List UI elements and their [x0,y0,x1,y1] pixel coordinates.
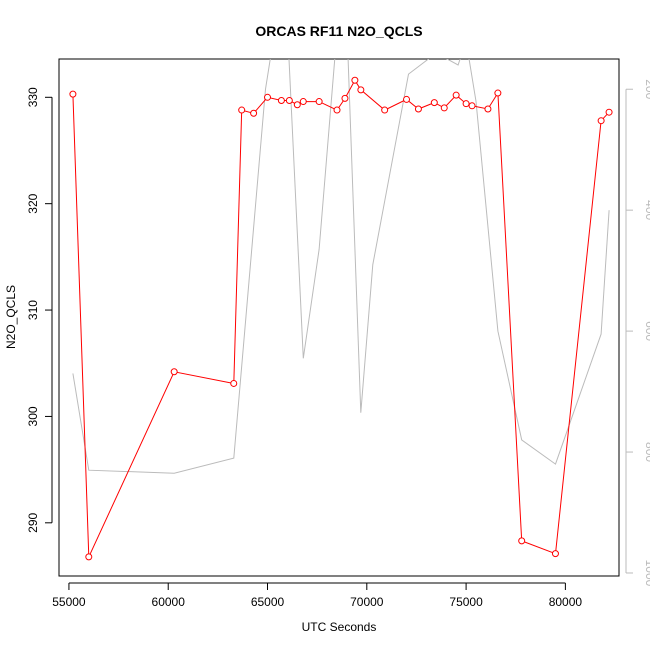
data-point [468,102,476,110]
data-point [381,106,389,114]
x-axis: 55000 60000 65000 70000 75000 80000 [52,582,583,609]
data-point [452,91,460,99]
y-tick-label: 320 [26,193,40,213]
data-point [277,96,285,104]
right-y-tick-label: 400 [643,200,650,220]
right-y-tick-label: 1000 [643,560,650,587]
data-point [264,93,272,101]
right-y-tick-label: 800 [643,442,650,462]
data-point [462,100,470,108]
y-axis-label: N2O_QCLS [4,285,18,349]
right-y-axis: 200 400 600 800 1000 [625,79,650,587]
data-point [351,76,359,84]
data-point [414,105,422,113]
data-point [238,106,246,114]
y-axis: 290 300 310 320 330 [26,87,53,533]
x-tick-label: 70000 [350,595,384,609]
x-tick-label: 55000 [52,595,86,609]
y-tick-label: 290 [26,512,40,532]
x-axis-label: UTC Seconds [302,620,377,634]
red-series-line [72,79,610,558]
right-y-tick-label: 600 [643,321,650,341]
data-point [299,98,307,106]
data-point [315,98,323,106]
data-point [230,379,238,387]
x-tick-label: 80000 [549,595,583,609]
red-series [69,76,613,561]
data-point [341,94,349,102]
chart-title: ORCAS RF11 N2O_QCLS [255,23,422,39]
data-point [551,550,559,558]
x-tick-label: 65000 [251,595,285,609]
series-layer [69,59,613,561]
data-point [494,89,502,97]
data-point [69,90,77,98]
right-y-tick-label: 200 [643,79,650,99]
y-tick-label: 330 [26,87,40,107]
data-point [518,537,526,545]
y-tick-label: 310 [26,300,40,320]
data-point [484,105,492,113]
data-point [430,99,438,107]
data-point [357,86,365,94]
gray-series [72,59,610,474]
plot-frame [58,58,620,577]
data-point [293,101,301,109]
data-point [250,109,258,117]
data-point [440,104,448,112]
data-point [597,117,605,125]
data-point [170,368,178,376]
x-tick-label: 60000 [152,595,186,609]
data-point [285,96,293,104]
gray-series-line [72,59,610,474]
y-tick-label: 300 [26,406,40,426]
data-point [403,95,411,103]
x-tick-label: 75000 [449,595,483,609]
data-point [85,553,93,561]
data-point [333,106,341,114]
data-point [605,108,613,116]
